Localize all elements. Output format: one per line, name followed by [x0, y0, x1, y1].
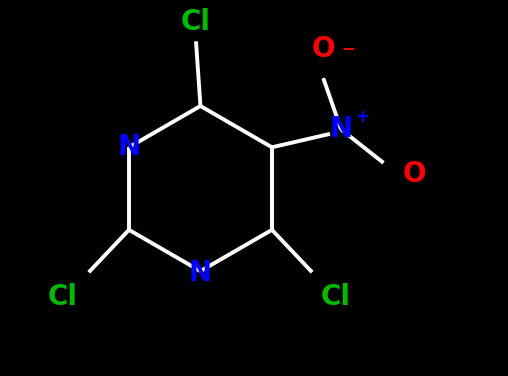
Text: O: O — [402, 160, 426, 188]
Text: O: O — [311, 35, 335, 63]
Text: −: − — [341, 39, 355, 57]
Text: N: N — [189, 259, 212, 287]
Text: +: + — [356, 108, 369, 126]
Text: N: N — [330, 115, 353, 143]
Text: Cl: Cl — [48, 284, 78, 311]
Text: Cl: Cl — [181, 8, 211, 36]
Text: N: N — [117, 133, 141, 161]
Text: Cl: Cl — [321, 284, 351, 311]
